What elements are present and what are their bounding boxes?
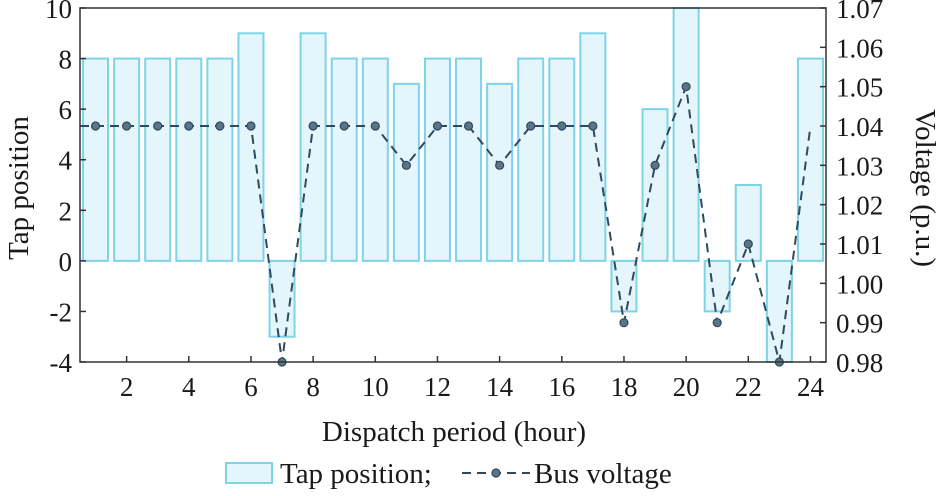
voltage-point-hour-13	[463, 121, 474, 131]
left-y-axis-title: Tap position	[3, 116, 35, 260]
left-y-tick-label: 10	[45, 0, 72, 24]
left-y-tick-label: -2	[50, 297, 73, 327]
legend-label-tap-position: Tap position;	[280, 458, 432, 490]
bar-hour-19	[641, 108, 669, 262]
voltage-point-hour-11	[401, 160, 411, 170]
voltage-point-hour-15	[526, 121, 536, 131]
bar-hour-11	[392, 82, 420, 262]
bar-hour-14	[486, 82, 514, 262]
right-y-tick-label: 0.98	[836, 348, 883, 378]
legend-swatch-tap-position	[225, 462, 273, 484]
bars-layer	[82, 7, 824, 364]
bar-hour-24	[796, 57, 824, 262]
x-axis-title: Dispatch period (hour)	[322, 416, 586, 448]
voltage-point-hour-21	[712, 318, 722, 328]
right-y-axis-ticks: 0.98 0.99 1.00 1.01 1.02 1.03 1.04 1.05 1.06 1.07	[820, 0, 884, 378]
legend: Tap position; Bus voltage	[225, 458, 672, 490]
x-tick-label: 12	[424, 372, 451, 402]
voltage-point-hour-14	[495, 160, 505, 170]
bar-hour-16	[548, 57, 576, 262]
right-y-tick-label: 1.00	[836, 269, 883, 299]
voltage-point-hour-4	[184, 121, 194, 131]
x-tick-label: 2	[120, 372, 134, 402]
bar-hour-9	[330, 57, 358, 262]
voltage-point-hour-9	[339, 121, 349, 131]
voltage-point-hour-20	[681, 82, 691, 92]
plot-frame	[79, 7, 827, 363]
bar-hour-2	[113, 57, 141, 262]
x-tick-label: 20	[673, 372, 700, 402]
right-y-tick-label: 1.05	[836, 73, 883, 103]
legend-marker-bus-voltage	[491, 468, 501, 478]
x-tick-label: 4	[182, 372, 196, 402]
bar-hour-10	[361, 57, 389, 262]
x-tick-label: 8	[306, 372, 320, 402]
voltage-point-hour-12	[432, 121, 443, 131]
voltage-point-hour-3	[153, 121, 163, 131]
bar-hour-13	[455, 57, 483, 262]
right-y-axis-title: Voltage (p.u.)	[909, 109, 936, 267]
right-y-tick-label: 1.01	[836, 230, 883, 260]
bar-hour-17	[579, 32, 607, 262]
x-tick-label: 10	[362, 372, 389, 402]
x-tick-label: 22	[735, 372, 762, 402]
voltage-point-hour-8	[308, 121, 318, 131]
legend-label-bus-voltage: Bus voltage	[534, 458, 672, 490]
x-axis-ticks: 2 4 6 8 10 12 14 16 18 20 22 24	[120, 356, 825, 402]
voltage-point-hour-17	[588, 121, 598, 131]
x-tick-label: 6	[244, 372, 258, 402]
right-y-tick-label: 1.04	[836, 112, 884, 142]
left-y-tick-label: 8	[59, 45, 73, 75]
bar-hour-12	[423, 57, 451, 262]
left-y-tick-label: 0	[59, 247, 73, 277]
right-y-tick-label: 1.02	[836, 191, 883, 221]
right-y-tick-label: 1.07	[836, 0, 883, 24]
voltage-point-hour-1	[90, 121, 101, 131]
left-y-tick-label: 4	[59, 146, 73, 176]
bar-hour-5	[206, 57, 234, 262]
bar-hour-21	[703, 259, 731, 313]
x-tick-label: 24	[797, 372, 825, 402]
voltage-line-layer	[80, 82, 812, 367]
axes-layer	[79, 7, 827, 363]
left-y-axis-ticks: -4 -2 0 2 4 6 8 10	[45, 0, 86, 378]
voltage-point-hour-6	[246, 121, 256, 131]
left-y-tick-label: 2	[59, 196, 73, 226]
voltage-point-hour-22	[743, 239, 753, 249]
x-tick-label: 14	[486, 372, 514, 402]
voltage-point-hour-5	[215, 121, 225, 131]
right-y-tick-label: 1.06	[836, 33, 883, 63]
voltage-point-hour-2	[122, 121, 132, 131]
bar-hour-8	[299, 32, 327, 262]
right-y-tick-label: 0.99	[836, 309, 883, 339]
voltage-point-hour-19	[650, 160, 660, 170]
bar-hour-1	[82, 57, 110, 262]
bar-hour-23	[765, 259, 793, 364]
x-tick-label: 18	[610, 372, 637, 402]
right-y-tick-label: 1.03	[836, 151, 883, 181]
x-tick-label: 16	[548, 372, 575, 402]
bar-hour-22	[734, 184, 762, 262]
left-y-tick-label: 6	[59, 95, 73, 125]
bar-hour-3	[144, 57, 172, 262]
bar-hour-15	[517, 57, 545, 262]
voltage-point-hour-16	[557, 121, 567, 131]
bar-hour-20	[672, 7, 700, 262]
bar-hour-4	[175, 57, 203, 262]
voltage-point-hour-18	[619, 318, 629, 328]
left-y-tick-label: -4	[50, 348, 73, 378]
voltage-point-hour-10	[370, 121, 380, 131]
bar-hour-6	[237, 32, 265, 262]
